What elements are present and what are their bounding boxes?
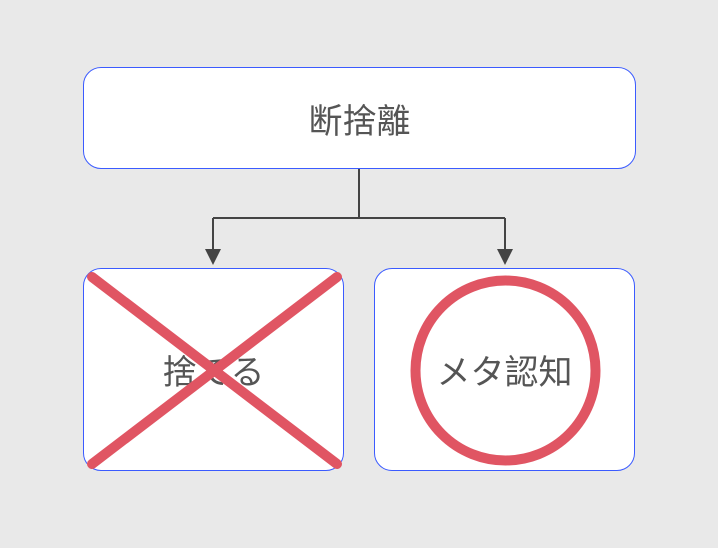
node-root-label: 断捨離 [309, 94, 411, 143]
node-metacognition-label: メタ認知 [437, 345, 573, 394]
node-metacognition: メタ認知 [374, 268, 635, 471]
node-discard: 捨てる [83, 268, 344, 471]
node-discard-label: 捨てる [163, 345, 265, 394]
diagram-canvas: 断捨離 捨てる メタ認知 [0, 0, 718, 548]
node-root: 断捨離 [83, 67, 636, 169]
